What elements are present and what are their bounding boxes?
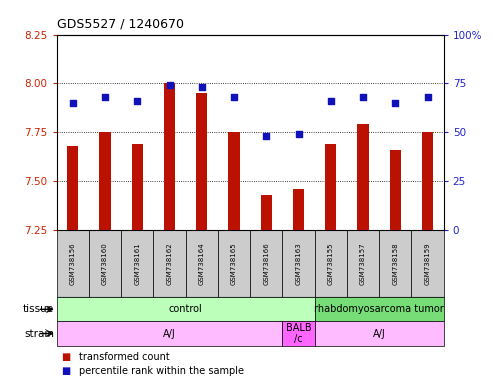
Text: percentile rank within the sample: percentile rank within the sample	[79, 366, 244, 376]
Point	[166, 82, 174, 88]
Text: GSM738161: GSM738161	[134, 242, 141, 285]
Point	[295, 131, 303, 137]
Text: transformed count: transformed count	[79, 352, 170, 362]
Bar	[186, 230, 218, 297]
Text: GSM738163: GSM738163	[296, 242, 302, 285]
Text: GSM738165: GSM738165	[231, 242, 237, 285]
Bar	[347, 230, 379, 297]
Text: BALB
/c: BALB /c	[286, 323, 312, 344]
Bar	[315, 297, 444, 321]
Bar	[315, 230, 347, 297]
Point	[262, 133, 270, 139]
Bar	[164, 83, 175, 230]
Text: GSM738166: GSM738166	[263, 242, 269, 285]
Text: A/J: A/J	[373, 328, 386, 339]
Bar	[282, 321, 315, 346]
Text: tissue: tissue	[23, 304, 54, 314]
Point	[327, 98, 335, 104]
Bar	[282, 230, 315, 297]
Bar	[196, 93, 208, 230]
Text: control: control	[169, 304, 203, 314]
Point	[101, 94, 109, 100]
Point	[230, 94, 238, 100]
Bar	[89, 230, 121, 297]
Bar	[315, 321, 444, 346]
Point	[423, 94, 431, 100]
Point	[198, 84, 206, 90]
Text: GSM738158: GSM738158	[392, 242, 398, 285]
Point	[134, 98, 141, 104]
Text: GDS5527 / 1240670: GDS5527 / 1240670	[57, 18, 184, 31]
Text: GSM738155: GSM738155	[328, 242, 334, 285]
Bar	[57, 230, 89, 297]
Bar	[357, 124, 369, 230]
Bar	[293, 189, 304, 230]
Bar	[228, 132, 240, 230]
Bar	[57, 321, 282, 346]
Bar	[121, 230, 153, 297]
Text: GSM738157: GSM738157	[360, 242, 366, 285]
Text: rhabdomyosarcoma tumor: rhabdomyosarcoma tumor	[315, 304, 444, 314]
Point	[391, 100, 399, 106]
Bar	[389, 150, 401, 230]
Bar	[412, 230, 444, 297]
Text: GSM738164: GSM738164	[199, 242, 205, 285]
Bar	[67, 146, 78, 230]
Bar	[261, 195, 272, 230]
Bar	[325, 144, 336, 230]
Text: strain: strain	[24, 328, 54, 339]
Text: GSM738162: GSM738162	[167, 242, 173, 285]
Text: ■: ■	[62, 352, 71, 362]
Text: GSM738160: GSM738160	[102, 242, 108, 285]
Bar	[422, 132, 433, 230]
Text: GSM738156: GSM738156	[70, 242, 76, 285]
Text: A/J: A/J	[163, 328, 176, 339]
Point	[359, 94, 367, 100]
Bar	[379, 230, 412, 297]
Bar	[132, 144, 143, 230]
Bar	[57, 297, 315, 321]
Text: ■: ■	[62, 366, 71, 376]
Bar	[153, 230, 186, 297]
Bar	[100, 132, 111, 230]
Bar	[250, 230, 282, 297]
Point	[69, 100, 77, 106]
Text: GSM738159: GSM738159	[424, 242, 430, 285]
Bar	[218, 230, 250, 297]
